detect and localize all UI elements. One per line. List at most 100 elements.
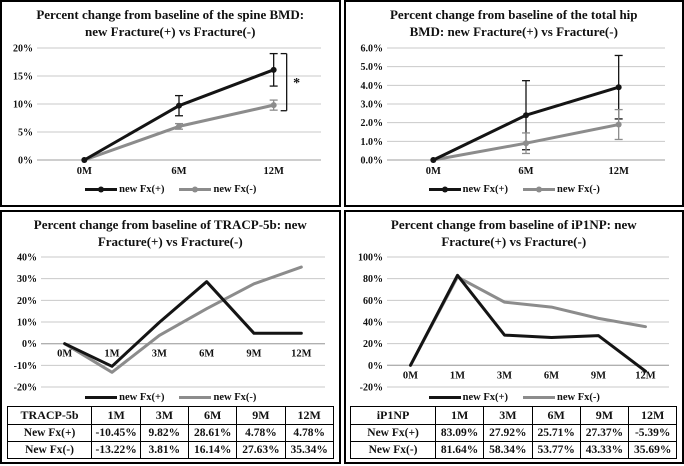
tracp-5b-chart: -20% -10% 0% 10% 20% 30% 40% 0M 1M 3M 6M 9M 12M	[5, 250, 335, 394]
svg-text:0M: 0M	[403, 371, 418, 382]
chart-title-spine-bmd: Percent change from baseline of the spin…	[36, 7, 304, 40]
svg-text:10%: 10%	[17, 318, 37, 329]
significance-asterisk: *	[293, 76, 300, 91]
legend-label: new Fx(-)	[213, 392, 257, 404]
table-row: New Fx(+) 83.09% 27.92% 25.71% 27.37% -5.39%	[350, 424, 678, 443]
line-marker-swatch	[84, 185, 118, 194]
title-line: Percent change from baseline of the spin…	[36, 7, 305, 22]
legend-item-fx-minus: new Fx(-)	[522, 392, 600, 403]
svg-text:1M: 1M	[450, 371, 465, 382]
table-cell: 27.37%	[579, 424, 630, 443]
panel-total-hip-bmd: Percent change from baseline of the tota…	[343, 0, 684, 207]
line-swatch	[428, 393, 462, 402]
table-header-cell: 12M	[284, 406, 334, 426]
svg-text:100%: 100%	[358, 253, 383, 264]
svg-text:6M: 6M	[172, 166, 187, 177]
title-line: Fracture(+) vs Fracture(-)	[97, 233, 243, 249]
legend-item-fx-minus: new Fx(-)	[178, 392, 256, 403]
spine-bmd-chart: 0% 5% 10% 15% 20% 0M 6M 12M *	[5, 40, 335, 184]
svg-text:20%: 20%	[363, 339, 383, 350]
legend-label: new Fx(+)	[462, 392, 508, 404]
svg-text:15%: 15%	[13, 72, 33, 83]
table-cell: New Fx(+)	[6, 424, 93, 443]
table-header-cell: iP1NP	[350, 406, 436, 426]
table-cell: 25.71%	[531, 424, 581, 443]
legend-label: new Fx(+)	[462, 184, 508, 196]
chart-title-total-hip-bmd: Percent change from baseline of the tota…	[390, 7, 638, 40]
legend-item-fx-minus: new Fx(-)	[178, 184, 256, 195]
line-marker-swatch	[178, 185, 212, 194]
title-line: Percent change from baseline of the tota…	[389, 7, 638, 22]
table-cell: 35.34%	[284, 441, 334, 460]
table-header-cell: 9M	[579, 406, 630, 426]
svg-text:-20%: -20%	[14, 383, 37, 393]
legend-item-fx-plus: new Fx(+)	[428, 392, 508, 403]
table-header-cell: 9M	[236, 406, 286, 426]
svg-text:1M: 1M	[105, 349, 120, 360]
table-cell: New Fx(-)	[6, 441, 93, 460]
svg-text:12M: 12M	[608, 166, 629, 177]
legend-label: new Fx(+)	[119, 184, 165, 196]
panel-spine-bmd: Percent change from baseline of the spin…	[0, 0, 341, 207]
legend-label: new Fx(-)	[213, 184, 257, 196]
table-cell: New Fx(-)	[350, 441, 436, 460]
table-header-row: TRACP-5b 1M 3M 6M 9M 12M	[6, 406, 334, 426]
svg-text:0M: 0M	[57, 349, 72, 360]
table-header-cell: 3M	[139, 406, 190, 426]
ip1np-chart: -20% 0% 20% 40% 60% 80% 100% 0M 1M 3M 6M 9M 12M	[349, 250, 679, 394]
spine-bmd-legend: new Fx(+) new Fx(-)	[84, 184, 256, 195]
table-cell: 4.78%	[236, 424, 286, 443]
table-cell: 83.09%	[434, 424, 485, 443]
legend-item-fx-plus: new Fx(+)	[84, 392, 164, 403]
chart-title-ip1np: Percent change from baseline of iP1NP: n…	[391, 217, 637, 250]
svg-text:6M: 6M	[199, 349, 214, 360]
svg-text:10%: 10%	[13, 100, 33, 111]
panel-ip1np: Percent change from baseline of iP1NP: n…	[343, 210, 684, 464]
svg-text:60%: 60%	[363, 296, 383, 307]
svg-text:0.0%: 0.0%	[360, 156, 383, 167]
svg-text:5.0%: 5.0%	[360, 62, 383, 73]
svg-text:0%: 0%	[18, 156, 33, 167]
svg-text:6.0%: 6.0%	[360, 44, 383, 55]
svg-text:0M: 0M	[77, 166, 92, 177]
svg-text:20%: 20%	[13, 44, 33, 55]
line-marker-swatch	[428, 185, 462, 194]
table-header-cell: 1M	[91, 406, 141, 426]
table-cell: 58.34%	[483, 441, 533, 460]
table-cell: -13.22%	[91, 441, 141, 460]
table-cell: 35.69%	[628, 441, 678, 460]
title-line: BMD: new Fracture(+) vs Fracture(-)	[409, 23, 618, 39]
legend-label: new Fx(-)	[556, 184, 600, 196]
legend-item-fx-plus: new Fx(+)	[84, 184, 164, 195]
svg-text:40%: 40%	[363, 318, 383, 329]
legend-item-fx-plus: new Fx(+)	[428, 184, 508, 195]
table-cell: -5.39%	[628, 424, 678, 443]
table-cell: 27.92%	[483, 424, 533, 443]
line-swatch	[178, 393, 212, 402]
svg-text:40%: 40%	[17, 253, 37, 264]
svg-text:12M: 12M	[635, 371, 656, 382]
table-row: New Fx(-) -13.22% 3.81% 16.14% 27.63% 35.34%	[6, 441, 334, 460]
table-row: New Fx(+) -10.45% 9.82% 28.61% 4.78% 4.78%	[6, 424, 334, 443]
svg-text:9M: 9M	[247, 349, 262, 360]
chart-title-tracp-5b: Percent change from baseline of TRACP-5b…	[34, 217, 307, 250]
svg-text:12M: 12M	[291, 349, 312, 360]
svg-text:80%: 80%	[363, 274, 383, 285]
table-header-row: iP1NP 1M 3M 6M 9M 12M	[350, 406, 678, 426]
table-cell: 4.78%	[284, 424, 334, 443]
table-cell: -10.45%	[91, 424, 141, 443]
svg-text:-10%: -10%	[14, 361, 37, 372]
table-header-cell: 1M	[434, 406, 485, 426]
line-swatch	[522, 393, 556, 402]
title-line: Percent change from baseline of iP1NP: n…	[390, 217, 637, 232]
svg-text:3M: 3M	[497, 371, 512, 382]
panel-tracp-5b: Percent change from baseline of TRACP-5b…	[0, 210, 341, 464]
svg-text:0%: 0%	[22, 339, 37, 350]
legend-item-fx-minus: new Fx(-)	[522, 184, 600, 195]
table-row: New Fx(-) 81.64% 58.34% 53.77% 43.33% 35.69%	[350, 441, 678, 460]
title-line: Fracture(+) vs Fracture(-)	[441, 233, 587, 249]
svg-text:-20%: -20%	[359, 383, 382, 393]
svg-text:3.0%: 3.0%	[360, 100, 383, 111]
table-cell: New Fx(+)	[350, 424, 436, 443]
